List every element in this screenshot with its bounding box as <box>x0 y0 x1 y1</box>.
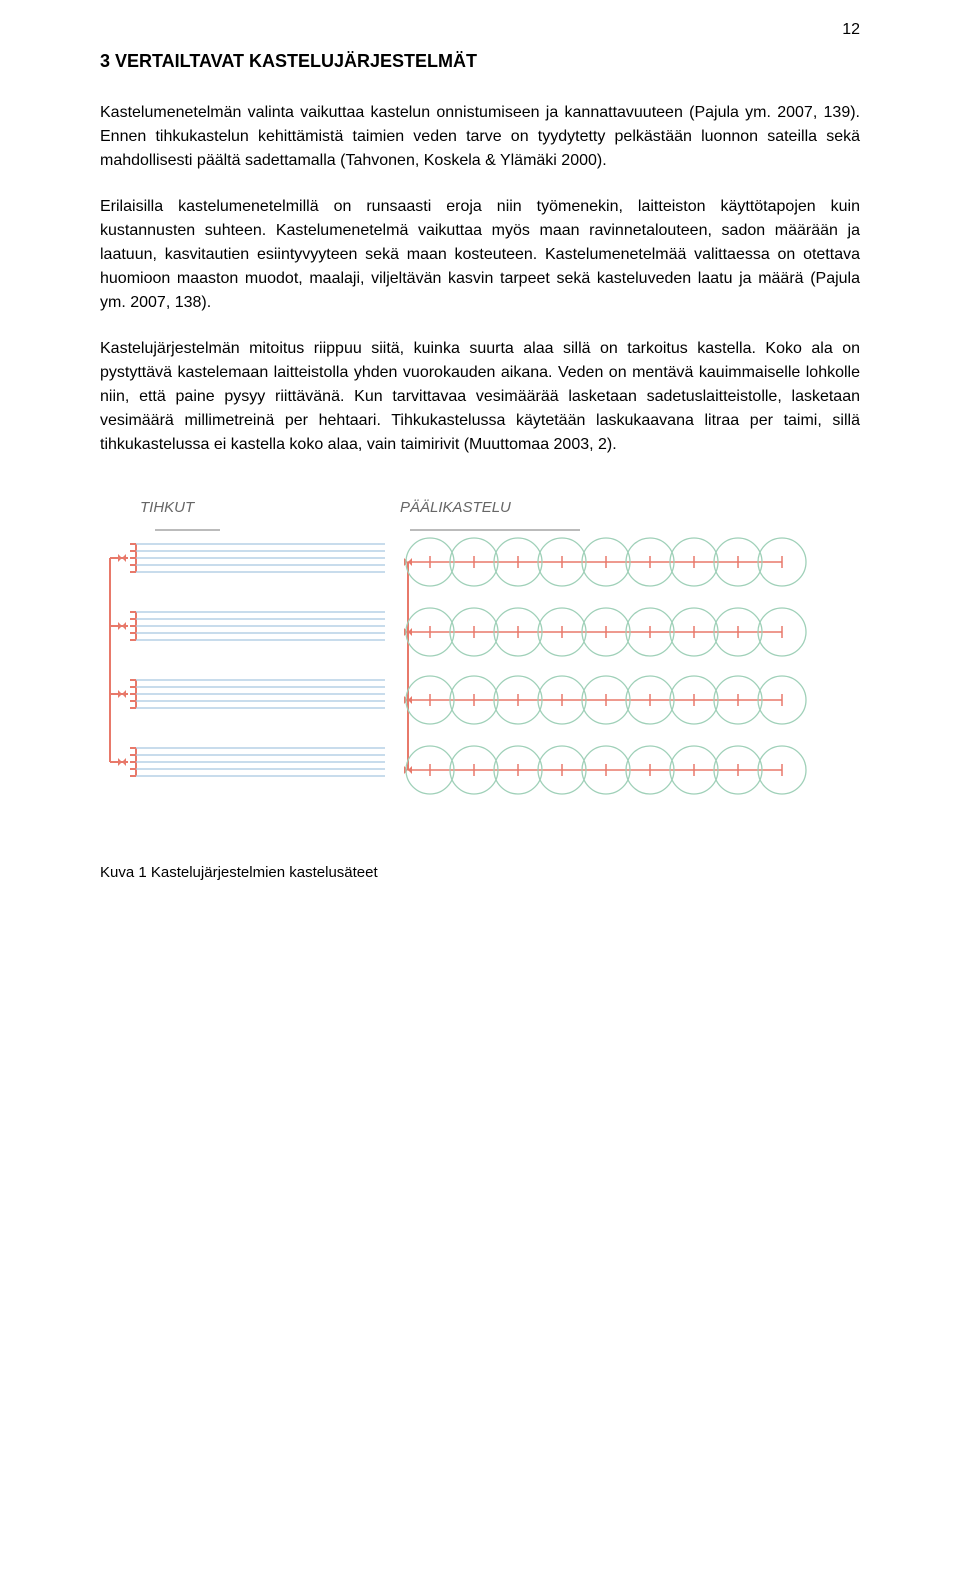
diagram-labels: TIHKUT PÄÄLIKASTELU <box>140 497 860 520</box>
paragraph-3: Kastelujärjestelmän mitoitus riippuu sii… <box>100 337 860 457</box>
paragraph-2: Erilaisilla kastelumenetelmillä on runsa… <box>100 195 860 315</box>
diagram-container: TIHKUT PÄÄLIKASTELU <box>100 497 860 822</box>
figure-caption: Kuva 1 Kastelujärjestelmien kastelusätee… <box>100 862 860 885</box>
diagram-label-tihkut: TIHKUT <box>140 497 400 520</box>
section-heading: 3 VERTAILTAVAT KASTELUJÄRJESTELMÄT <box>100 48 860 75</box>
paragraph-1: Kastelumenetelmän valinta vaikuttaa kast… <box>100 101 860 173</box>
irrigation-diagram <box>100 522 860 822</box>
diagram-label-paalikastelu: PÄÄLIKASTELU <box>400 497 511 520</box>
page-number: 12 <box>842 18 860 42</box>
